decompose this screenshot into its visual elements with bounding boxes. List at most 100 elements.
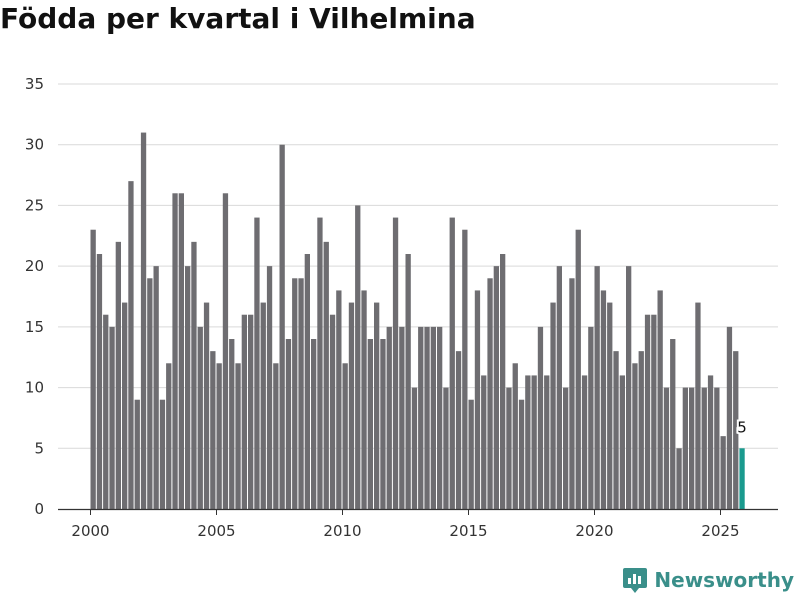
- bar: [210, 351, 216, 509]
- bar: [607, 302, 613, 509]
- highlight-value-label: 5: [737, 418, 747, 436]
- bar: [707, 375, 714, 509]
- bar: [103, 314, 109, 509]
- x-axis: 2000 2005 2010 2015 2020 2025: [58, 508, 778, 540]
- bar: [266, 266, 273, 509]
- bar: [90, 229, 96, 509]
- bar: [392, 217, 399, 510]
- bar: [424, 326, 430, 509]
- bar: [292, 278, 298, 509]
- bar: [506, 387, 512, 509]
- bar: [273, 363, 279, 509]
- bar: [254, 217, 260, 510]
- brand-name: Newsworthy: [654, 568, 794, 592]
- bar: [342, 363, 348, 509]
- bar: [714, 387, 720, 509]
- bar: [613, 351, 619, 509]
- bar: [468, 399, 474, 509]
- bar: [619, 375, 625, 509]
- newsworthy-chart-icon: [623, 568, 648, 593]
- bar: [336, 290, 342, 509]
- bar: [682, 387, 688, 509]
- bar: [203, 302, 210, 509]
- bar-series: [90, 132, 745, 510]
- bar: [525, 375, 531, 509]
- bar: [311, 339, 317, 509]
- bar: [216, 363, 222, 509]
- bar: [128, 181, 134, 509]
- y-axis-ticks: 0 5 10 15 20 25 30 35: [25, 75, 44, 518]
- x-tick-label: 2005: [197, 522, 235, 540]
- bar: [304, 254, 310, 509]
- bar: [556, 266, 562, 509]
- bar: [405, 254, 411, 509]
- bar: [537, 326, 544, 509]
- bar: [329, 314, 336, 509]
- bar: [147, 278, 153, 509]
- bar: [481, 375, 487, 509]
- bar: [109, 326, 115, 509]
- bar: [443, 387, 449, 509]
- bar: [317, 217, 323, 510]
- bar: [191, 241, 197, 509]
- bar: [96, 254, 103, 509]
- chart-title: Födda per kvartal i Vilhelmina: [0, 2, 476, 35]
- y-tick-label: 0: [34, 500, 44, 518]
- bar: [588, 326, 594, 509]
- x-tick-label: 2020: [575, 522, 613, 540]
- bar: [512, 363, 518, 509]
- bar: [531, 375, 537, 509]
- gridlines: [58, 83, 778, 449]
- x-tick-label: 2010: [323, 522, 361, 540]
- bar: [122, 302, 128, 509]
- y-tick-label: 30: [25, 136, 44, 154]
- bar: [374, 302, 380, 509]
- y-tick-label: 25: [25, 196, 44, 214]
- bar: [632, 363, 638, 509]
- bar: [260, 302, 266, 509]
- bar: [689, 387, 695, 509]
- bar: [644, 314, 651, 509]
- bar: [594, 266, 600, 509]
- bar: [222, 193, 229, 510]
- bar: [663, 387, 670, 509]
- bar: [285, 339, 292, 509]
- bar: [676, 448, 682, 509]
- bar: [569, 278, 575, 509]
- bar: [437, 326, 443, 509]
- bar: [550, 302, 556, 509]
- bar: [229, 339, 235, 509]
- bar: [323, 241, 329, 509]
- bar: [348, 302, 355, 509]
- bar: [455, 351, 462, 509]
- bar: [487, 278, 493, 509]
- bar: [638, 351, 644, 509]
- bar: [380, 339, 386, 509]
- bar: [140, 132, 147, 510]
- bar: [298, 278, 304, 509]
- bar: [134, 399, 140, 509]
- bar: [695, 302, 701, 509]
- bar: [474, 290, 481, 509]
- y-tick-label: 15: [25, 318, 44, 336]
- x-tick-label: 2000: [71, 522, 109, 540]
- bar: [166, 363, 172, 509]
- bar: [544, 375, 550, 509]
- bar: [367, 339, 373, 509]
- y-tick-label: 5: [34, 439, 44, 457]
- bar: [355, 205, 361, 509]
- bar: [399, 326, 405, 509]
- bar: [248, 314, 254, 509]
- newsworthy-logo: Newsworthy: [622, 566, 794, 594]
- bar: [462, 229, 468, 509]
- bar: [563, 387, 569, 509]
- bar: [386, 326, 392, 509]
- y-tick-label: 35: [25, 75, 44, 93]
- bar: [500, 254, 506, 509]
- data-labels: 5: [735, 416, 749, 438]
- bar: [726, 326, 733, 509]
- bar: [279, 144, 285, 509]
- bar: [197, 326, 203, 509]
- bar: [178, 193, 184, 510]
